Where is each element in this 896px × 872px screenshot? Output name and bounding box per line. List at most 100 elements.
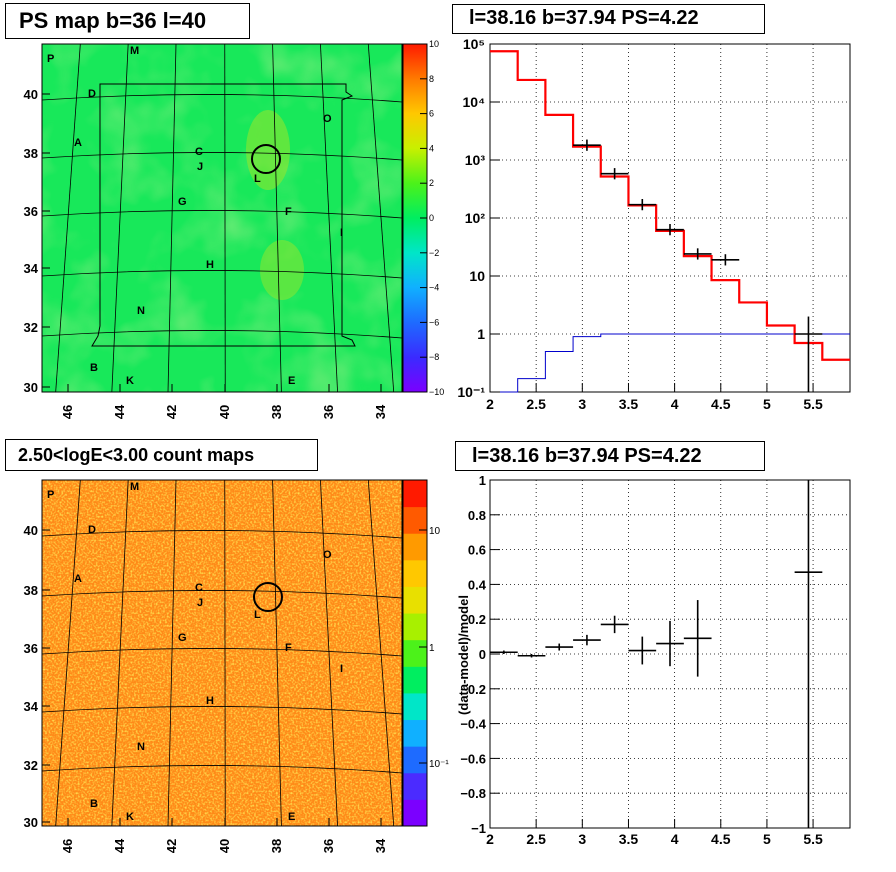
- latitude-line: [41, 765, 403, 774]
- y-tick-label: −1: [471, 821, 486, 836]
- residual-axes: 2 2.5 3 3.5 4 4.5 5 5.5 −1 −0.8 −0.6 −0.4 −0.2 0 0.2 0.…: [460, 473, 823, 847]
- y-tick-label: 0.6: [468, 543, 486, 558]
- y-tick-label: −0.2: [460, 682, 486, 697]
- y-tick-label: 30: [24, 380, 38, 395]
- source-label-e: E: [288, 375, 295, 387]
- x-tick-label: 4.5: [711, 396, 731, 412]
- source-label-d: D: [88, 524, 96, 536]
- x-tick-label: 2.5: [526, 831, 546, 847]
- source-label-h: H: [206, 695, 214, 707]
- ps-map-title: PS map b=36 l=40: [5, 3, 250, 39]
- colorbar-step: [403, 533, 427, 561]
- colorbar-step: [403, 772, 427, 800]
- colorbar-tick-label: −4: [429, 283, 439, 293]
- y-tick-label: 30: [24, 815, 38, 830]
- residual-plot: [490, 480, 823, 828]
- longitude-line: [367, 43, 395, 393]
- colorbar-tick-label: −10: [429, 387, 444, 397]
- latitude-line: [41, 706, 403, 715]
- residual-grid: [489, 479, 850, 829]
- longitude-line: [367, 479, 395, 827]
- data-point: [794, 316, 823, 392]
- spectrum-axes: 2 2.5 3 3.5 4 4.5 5 5.5 10⁻¹ 1 10 10² 10³ 10⁴ 10⁵: [457, 36, 823, 412]
- x-tick-label: 3.5: [619, 396, 639, 412]
- x-tick-label: 46: [60, 839, 75, 853]
- y-tick-label: 1: [479, 473, 486, 488]
- source-label-p: P: [47, 53, 54, 65]
- x-tick-label: 2: [486, 831, 494, 847]
- y-tick-label: 0.2: [468, 612, 486, 627]
- latitude-line: [41, 270, 403, 279]
- x-tick-label: 38: [269, 405, 284, 419]
- x-tick-label: 3.5: [619, 831, 639, 847]
- residual-title: l=38.16 b=37.94 PS=4.22: [455, 441, 765, 471]
- source-label-n: N: [137, 305, 145, 317]
- source-label-c: C: [195, 582, 203, 594]
- data-point: [711, 254, 740, 266]
- residual-point: [683, 600, 712, 677]
- y-tick-label: 34: [24, 261, 39, 276]
- source-label-p: P: [47, 489, 54, 501]
- source-label-g: G: [178, 632, 187, 644]
- source-label-m: M: [130, 45, 139, 57]
- x-tick-label: 5.5: [803, 831, 823, 847]
- source-label-l: L: [254, 173, 261, 185]
- data-point: [573, 139, 601, 151]
- source-label-l: L: [254, 609, 261, 621]
- y-tick-label: 10²: [465, 210, 486, 226]
- x-tick-label: 4: [671, 831, 679, 847]
- y-tick-label: 38: [24, 146, 38, 161]
- y-tick-label: 32: [24, 758, 38, 773]
- count-map-panel: P M D O A CJ L G F I H N B K E 46 44 42 40 38 36 34 30 32 34 36 3…: [24, 479, 449, 853]
- latitude-line: [41, 330, 403, 339]
- residual-point: [490, 650, 518, 654]
- source-label-f: F: [285, 206, 292, 218]
- source-label-a: A: [74, 137, 82, 149]
- residual-panel: 2 2.5 3 3.5 4 4.5 5 5.5 −1 −0.8 −0.6 −0.4 −0.2 0 0.2 0.…: [456, 473, 851, 847]
- longitude-line: [320, 479, 338, 827]
- y-tick-label: 38: [24, 583, 38, 598]
- y-tick-label: 10⁻¹: [457, 384, 485, 400]
- count-map-colorbar: 10 1 10⁻¹: [402, 479, 449, 827]
- count-map-texture: [42, 480, 402, 826]
- longitude-line: [272, 43, 282, 393]
- y-tick-label: 10³: [465, 152, 486, 168]
- x-tick-label: 40: [217, 839, 232, 853]
- source-label-n: N: [137, 741, 145, 753]
- x-tick-label: 5: [763, 396, 771, 412]
- source-label-o: O: [323, 549, 332, 561]
- latitude-line: [41, 648, 403, 657]
- count-map-title: 2.50<logE<3.00 count maps: [5, 439, 318, 471]
- colorbar-step: [403, 799, 427, 827]
- source-label-e: E: [288, 811, 295, 823]
- source-label-f: F: [285, 642, 292, 654]
- residual-y-axis-label: (data-model)/model: [456, 595, 471, 715]
- source-label-j: J: [197, 161, 203, 173]
- count-map-source-circle: [253, 582, 283, 612]
- colorbar-step: [403, 559, 427, 587]
- source-label-o: O: [323, 113, 332, 125]
- y-tick-label: 36: [24, 204, 38, 219]
- longitude-line: [167, 479, 177, 827]
- colorbar-step: [403, 613, 427, 641]
- data-point: [683, 248, 712, 260]
- x-tick-label: 34: [373, 838, 388, 853]
- source-label-g: G: [178, 196, 187, 208]
- latitude-line: [41, 152, 403, 161]
- ps-map-hotspot: [260, 240, 304, 300]
- residual-point: [600, 615, 629, 634]
- source-label-k: K: [126, 811, 134, 823]
- colorbar-tick-label: 8: [429, 74, 434, 84]
- x-tick-label: 5.5: [803, 396, 823, 412]
- longitude-line: [55, 479, 81, 827]
- source-label-k: K: [126, 375, 134, 387]
- source-label-m: M: [130, 481, 139, 493]
- source-label-i: I: [340, 663, 343, 675]
- y-tick-label: 40: [24, 87, 38, 102]
- colorbar-step: [403, 746, 427, 774]
- source-label-b: B: [90, 362, 98, 374]
- residual-point: [656, 620, 684, 667]
- colorbar-tick-label: 2: [429, 178, 434, 188]
